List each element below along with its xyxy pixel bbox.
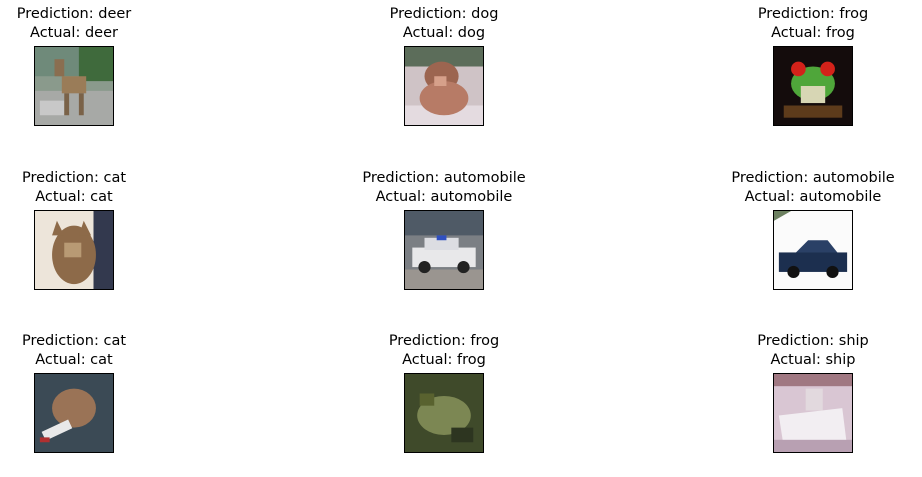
prediction-label: Prediction: frog (314, 332, 574, 351)
actual-label: Actual: automobile (683, 188, 922, 207)
prediction-label: Prediction: automobile (314, 169, 574, 188)
prediction-label: Prediction: frog (683, 5, 922, 24)
prediction-cell-ship: Prediction: ship Actual: ship (683, 332, 922, 453)
actual-label: Actual: frog (314, 351, 574, 370)
cat-image (34, 210, 114, 290)
blue-car-image (773, 210, 853, 290)
frog-image (404, 373, 484, 453)
dog-image (404, 46, 484, 126)
actual-label: Actual: dog (314, 24, 574, 43)
actual-label: Actual: cat (0, 188, 204, 207)
frog-image (773, 46, 853, 126)
prediction-label: Prediction: deer (0, 5, 204, 24)
prediction-label: Prediction: dog (314, 5, 574, 24)
prediction-cell-deer: Prediction: deer Actual: deer (0, 5, 204, 126)
prediction-cell-cat: Prediction: cat Actual: cat (0, 332, 204, 453)
actual-label: Actual: cat (0, 351, 204, 370)
actual-label: Actual: ship (683, 351, 922, 370)
prediction-cell-frog: Prediction: frog Actual: frog (683, 5, 922, 126)
cat-image (34, 373, 114, 453)
prediction-label: Prediction: cat (0, 332, 204, 351)
prediction-cell-cat: Prediction: cat Actual: cat (0, 169, 204, 290)
prediction-label: Prediction: cat (0, 169, 204, 188)
actual-label: Actual: automobile (314, 188, 574, 207)
actual-label: Actual: deer (0, 24, 204, 43)
police-car-image (404, 210, 484, 290)
actual-label: Actual: frog (683, 24, 922, 43)
prediction-label: Prediction: ship (683, 332, 922, 351)
deer-image (34, 46, 114, 126)
prediction-cell-automobile: Prediction: automobile Actual: automobil… (683, 169, 922, 290)
prediction-cell-dog: Prediction: dog Actual: dog (314, 5, 574, 126)
ship-image (773, 373, 853, 453)
prediction-cell-frog: Prediction: frog Actual: frog (314, 332, 574, 453)
prediction-label: Prediction: automobile (683, 169, 922, 188)
prediction-cell-automobile: Prediction: automobile Actual: automobil… (314, 169, 574, 290)
